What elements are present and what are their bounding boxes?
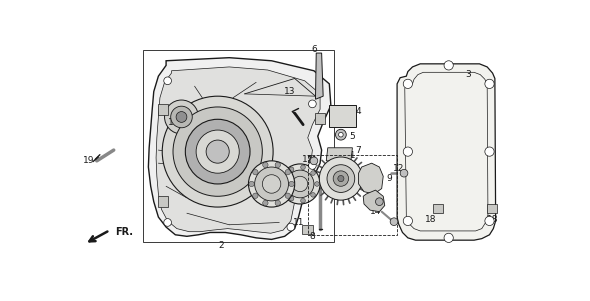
Circle shape	[390, 218, 398, 225]
Text: 21: 21	[266, 196, 277, 205]
Circle shape	[310, 157, 318, 165]
Circle shape	[206, 140, 230, 163]
Circle shape	[319, 157, 362, 200]
Polygon shape	[158, 196, 168, 207]
Circle shape	[285, 193, 290, 198]
Circle shape	[165, 100, 198, 134]
Circle shape	[309, 100, 316, 108]
Circle shape	[282, 176, 287, 181]
Circle shape	[173, 107, 263, 196]
Circle shape	[253, 169, 258, 175]
Circle shape	[287, 223, 294, 231]
Circle shape	[249, 181, 254, 187]
Text: 13: 13	[284, 87, 295, 96]
Circle shape	[280, 164, 320, 204]
Text: FR.: FR.	[115, 227, 133, 237]
Circle shape	[301, 198, 305, 203]
Circle shape	[444, 61, 453, 70]
Text: 14: 14	[370, 207, 381, 216]
Text: 11: 11	[345, 151, 356, 160]
Circle shape	[485, 216, 494, 225]
Circle shape	[164, 219, 172, 226]
Polygon shape	[326, 148, 352, 161]
Text: 7: 7	[356, 146, 362, 155]
Text: 3: 3	[465, 70, 471, 79]
Circle shape	[311, 171, 315, 175]
Circle shape	[255, 167, 289, 201]
Polygon shape	[316, 113, 325, 124]
Circle shape	[301, 165, 305, 169]
Polygon shape	[158, 104, 168, 115]
Text: 5: 5	[349, 132, 355, 141]
Circle shape	[282, 188, 287, 192]
Polygon shape	[487, 204, 497, 213]
Polygon shape	[302, 225, 313, 234]
Circle shape	[275, 162, 280, 168]
Text: 12: 12	[393, 164, 404, 173]
Circle shape	[289, 181, 294, 187]
Circle shape	[185, 119, 250, 184]
Text: 18: 18	[487, 215, 499, 224]
Circle shape	[289, 167, 294, 172]
Circle shape	[338, 175, 344, 182]
Circle shape	[400, 169, 408, 177]
Circle shape	[164, 77, 172, 85]
Text: 16: 16	[168, 118, 179, 127]
Text: 9: 9	[386, 174, 392, 183]
Circle shape	[485, 147, 494, 156]
Circle shape	[162, 96, 273, 207]
Circle shape	[309, 162, 316, 169]
Circle shape	[403, 147, 412, 156]
Text: 9: 9	[373, 189, 378, 198]
Text: 15: 15	[373, 197, 385, 206]
Circle shape	[375, 198, 384, 206]
Circle shape	[263, 200, 268, 206]
Circle shape	[293, 176, 308, 192]
Text: 10: 10	[304, 187, 316, 196]
Circle shape	[314, 182, 319, 186]
Polygon shape	[397, 64, 496, 240]
Circle shape	[286, 170, 314, 198]
Polygon shape	[329, 105, 356, 127]
Circle shape	[333, 171, 349, 186]
Circle shape	[444, 233, 453, 243]
Text: 19: 19	[83, 156, 95, 165]
Polygon shape	[316, 53, 323, 99]
Circle shape	[196, 130, 239, 173]
Circle shape	[275, 200, 280, 206]
Circle shape	[263, 175, 281, 193]
Polygon shape	[148, 58, 331, 239]
Text: 11: 11	[307, 156, 318, 165]
Circle shape	[336, 129, 346, 140]
Polygon shape	[359, 163, 384, 194]
Circle shape	[327, 165, 355, 192]
Circle shape	[289, 196, 294, 201]
Text: 20: 20	[294, 195, 306, 204]
Circle shape	[253, 193, 258, 198]
Polygon shape	[363, 190, 385, 212]
Circle shape	[311, 193, 315, 197]
Circle shape	[339, 132, 343, 137]
Text: 18: 18	[425, 215, 437, 224]
Polygon shape	[156, 67, 320, 233]
Circle shape	[176, 112, 187, 123]
Text: 2: 2	[219, 241, 224, 250]
Circle shape	[285, 169, 290, 175]
Circle shape	[485, 79, 494, 88]
Circle shape	[403, 216, 412, 225]
Circle shape	[248, 161, 294, 207]
Circle shape	[263, 162, 268, 168]
Circle shape	[171, 106, 192, 128]
Polygon shape	[433, 204, 443, 213]
Text: 11: 11	[293, 218, 304, 227]
Circle shape	[403, 79, 412, 88]
Text: 4: 4	[356, 107, 362, 116]
Text: 8: 8	[310, 232, 315, 241]
Text: 17: 17	[302, 155, 313, 164]
Text: 6: 6	[311, 45, 317, 54]
